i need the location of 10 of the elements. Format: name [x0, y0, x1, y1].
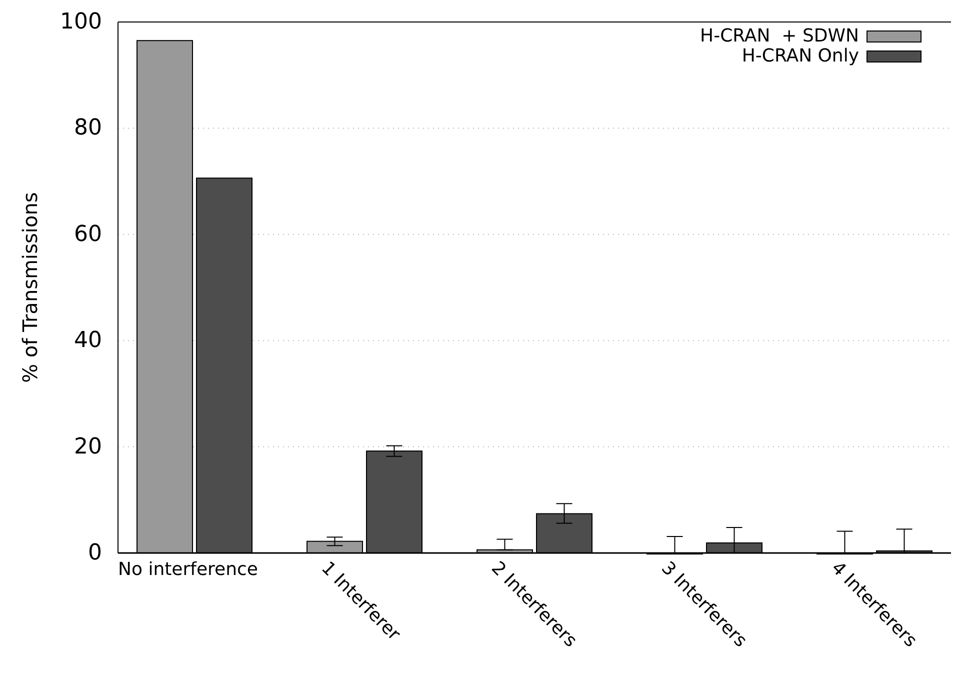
y-tick-label: 80	[74, 116, 102, 141]
y-tick-label: 40	[74, 328, 102, 354]
y-axis-title: % of Transmissions	[18, 192, 42, 383]
y-tick-label: 20	[74, 434, 102, 460]
x-tick-label: No interference	[118, 559, 258, 580]
y-tick-label: 60	[74, 222, 102, 247]
y-tick-label: 0	[88, 540, 102, 566]
legend-label: H-CRAN + SDWN	[700, 26, 859, 46]
y-tick-label: 100	[60, 10, 102, 34]
legend-label: H-CRAN Only	[742, 46, 860, 66]
